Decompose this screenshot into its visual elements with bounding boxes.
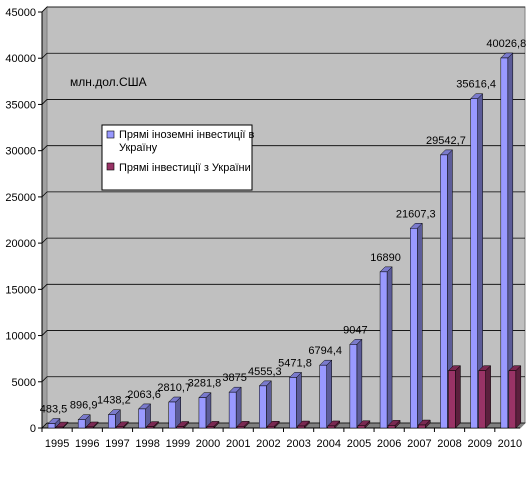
x-tick-label: 2010: [498, 438, 522, 450]
data-label: 2063,6: [127, 389, 161, 401]
gridline-side: [41, 422, 48, 429]
y-tick-label: 0: [30, 423, 36, 435]
data-label: 483,5: [40, 404, 68, 416]
y-tick-label: 40000: [5, 53, 36, 65]
bar-fdi-out: [145, 421, 160, 429]
gridline-side: [41, 237, 48, 244]
data-label: 1438,2: [97, 395, 131, 407]
data-label: 21607,3: [396, 208, 436, 220]
x-tick-label: 2004: [317, 438, 341, 450]
data-label: 896,9: [70, 400, 98, 412]
bar-fdi-out: [85, 421, 99, 429]
legend: Прямі іноземні інвестиції в Україну Прям…: [101, 124, 257, 191]
bar-fdi-out: [115, 421, 129, 429]
bar-fdi-out: [417, 419, 431, 429]
x-tick-label: 2003: [286, 438, 310, 450]
bar-fdi-in: [439, 149, 454, 429]
data-label: 5471,8: [278, 357, 312, 369]
bar-fdi-in: [409, 222, 423, 429]
data-label: 2810,7: [157, 382, 191, 394]
x-tick-label: 2002: [256, 438, 280, 450]
x-tick-label: 1999: [166, 438, 190, 450]
plot-side-wall: [41, 5, 48, 430]
bar-fdi-in: [47, 417, 61, 429]
bar-fdi-in: [500, 52, 514, 429]
data-label: 35616,4: [456, 79, 496, 91]
y-tick-labels: 0 5000 10000 15000 20000 25000 30000 35000 40000…: [5, 7, 36, 435]
x-tick-label: 1997: [105, 438, 129, 450]
bar-fdi-in: [258, 380, 272, 429]
x-tick-labels: 1995 1996 1997 1998 1999 2000 2001 2002 2003 2004…: [45, 438, 522, 450]
bar-fdi-in: [470, 93, 484, 429]
bar-fdi-out: [176, 420, 190, 429]
gridline-side: [41, 6, 48, 13]
bar-fdi-in: [198, 392, 212, 429]
legend-label-fdi-in: Прямі іноземні інвестиції в Україну: [119, 129, 257, 154]
bar-fdi-out: [387, 419, 401, 429]
gridline-side: [41, 99, 48, 105]
bar-fdi-out: [447, 365, 462, 429]
bars: [47, 52, 522, 429]
y-tick-label: 35000: [5, 99, 36, 111]
bar-fdi-in: [137, 403, 152, 429]
bar-fdi-out: [266, 420, 280, 429]
bar-fdi-out: [478, 365, 492, 429]
y-tick-label: 20000: [5, 238, 36, 250]
gridline-side: [41, 191, 48, 198]
legend-swatch-fdi-out: [106, 162, 115, 171]
x-tick-label: 2009: [467, 438, 491, 450]
legend-swatch-fdi-in: [106, 130, 115, 139]
bar-fdi-in: [228, 386, 242, 429]
y-tick-label: 10000: [5, 331, 36, 343]
bar-fdi-out: [206, 420, 220, 429]
x-tick-label: 2008: [437, 438, 461, 450]
x-tick-label: 1996: [75, 438, 99, 450]
gridline-side: [41, 145, 48, 151]
gridline-side: [41, 52, 48, 59]
gridline-side: [41, 284, 48, 290]
gridline-side: [41, 330, 48, 336]
data-label: 3875: [222, 372, 246, 384]
bar-fdi-out: [236, 420, 250, 429]
bar-fdi-in: [379, 266, 393, 429]
data-label: 40026,8: [486, 38, 526, 50]
x-tick-label: 2000: [196, 438, 220, 450]
y-tick-label: 30000: [5, 146, 36, 158]
data-label: 29542,7: [426, 135, 466, 147]
bar-fdi-out: [508, 365, 522, 429]
data-label: 3281,8: [188, 378, 222, 390]
x-tick-label: 2005: [347, 438, 371, 450]
y-tick-label: 5000: [12, 377, 36, 389]
legend-label-fdi-out: Прямі інвестиції з України: [119, 162, 251, 174]
gridline-side: [41, 376, 48, 383]
bar-fdi-in: [349, 338, 363, 429]
y-tick-label: 45000: [5, 7, 36, 19]
data-label: 16890: [370, 252, 401, 264]
bar-fdi-in: [107, 409, 121, 429]
x-tick-label: 1998: [135, 438, 159, 450]
x-tick-label: 2001: [226, 438, 250, 450]
x-tick-label: 2007: [407, 438, 431, 450]
x-tick-label: 2006: [377, 438, 401, 450]
bar-fdi-out: [357, 420, 371, 429]
bar-fdi-out: [55, 421, 69, 429]
data-label: 4555,3: [248, 366, 282, 378]
unit-label: млн.дол.США: [70, 75, 147, 89]
bar-fdi-in: [168, 396, 182, 429]
x-tick-label: 1995: [45, 438, 69, 450]
data-label: 9047: [343, 324, 367, 336]
legend-box: [101, 124, 253, 191]
y-tick-label: 25000: [5, 192, 36, 204]
bar-fdi-out: [296, 420, 311, 429]
y-tick-label: 15000: [5, 284, 36, 296]
bar-fdi-in: [319, 359, 333, 429]
bar-fdi-in: [288, 371, 303, 429]
data-label: 6794,4: [308, 345, 342, 357]
bar-fdi-out: [327, 420, 341, 429]
